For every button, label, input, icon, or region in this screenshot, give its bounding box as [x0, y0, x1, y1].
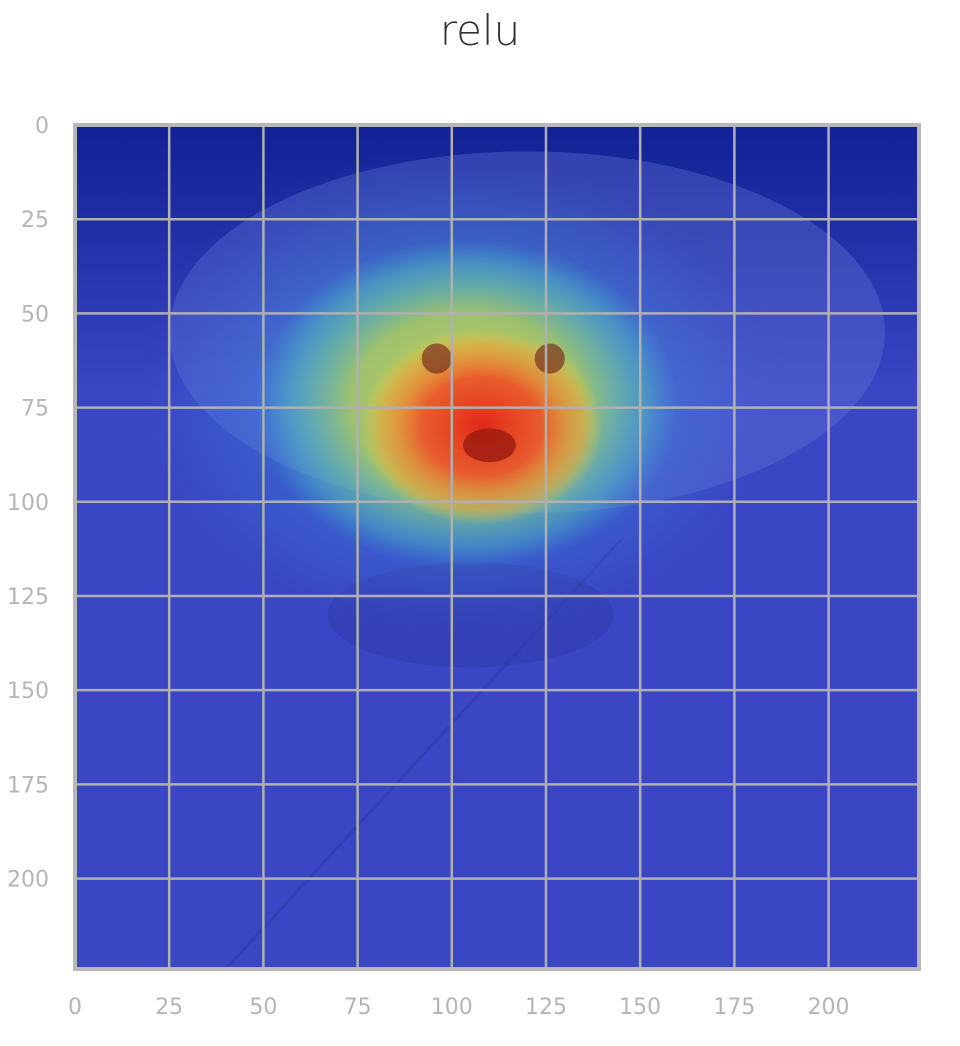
y-axis: 0 25 50 75 100 125 150 175 200: [7, 114, 49, 893]
x-tick-label: 100: [431, 995, 473, 1020]
photo-eye-right: [534, 343, 565, 374]
x-tick-label: 0: [68, 995, 82, 1020]
photo-nose: [463, 428, 516, 463]
y-tick-label: 25: [21, 208, 49, 233]
x-axis: 0 25 50 75 100 125 150 175 200: [68, 995, 850, 1020]
y-tick-label: 100: [7, 491, 49, 516]
heatmap-image: [75, 125, 919, 969]
y-tick-label: 200: [7, 868, 49, 893]
x-tick-label: 75: [344, 995, 372, 1020]
x-tick-label: 25: [155, 995, 183, 1020]
y-tick-label: 0: [35, 114, 49, 139]
heat-hotspot: [361, 328, 603, 525]
x-tick-label: 200: [808, 995, 850, 1020]
y-tick-label: 50: [21, 302, 49, 327]
y-tick-label: 175: [7, 773, 49, 798]
x-tick-label: 125: [525, 995, 567, 1020]
y-tick-label: 75: [21, 397, 49, 422]
y-tick-label: 150: [7, 679, 49, 704]
x-tick-label: 175: [713, 995, 755, 1020]
chart-title: relu: [439, 6, 521, 55]
photo-eye-left: [421, 343, 452, 374]
x-tick-label: 150: [619, 995, 661, 1020]
y-tick-label: 125: [7, 585, 49, 610]
plot-frame: [73, 123, 921, 971]
x-tick-label: 50: [249, 995, 277, 1020]
